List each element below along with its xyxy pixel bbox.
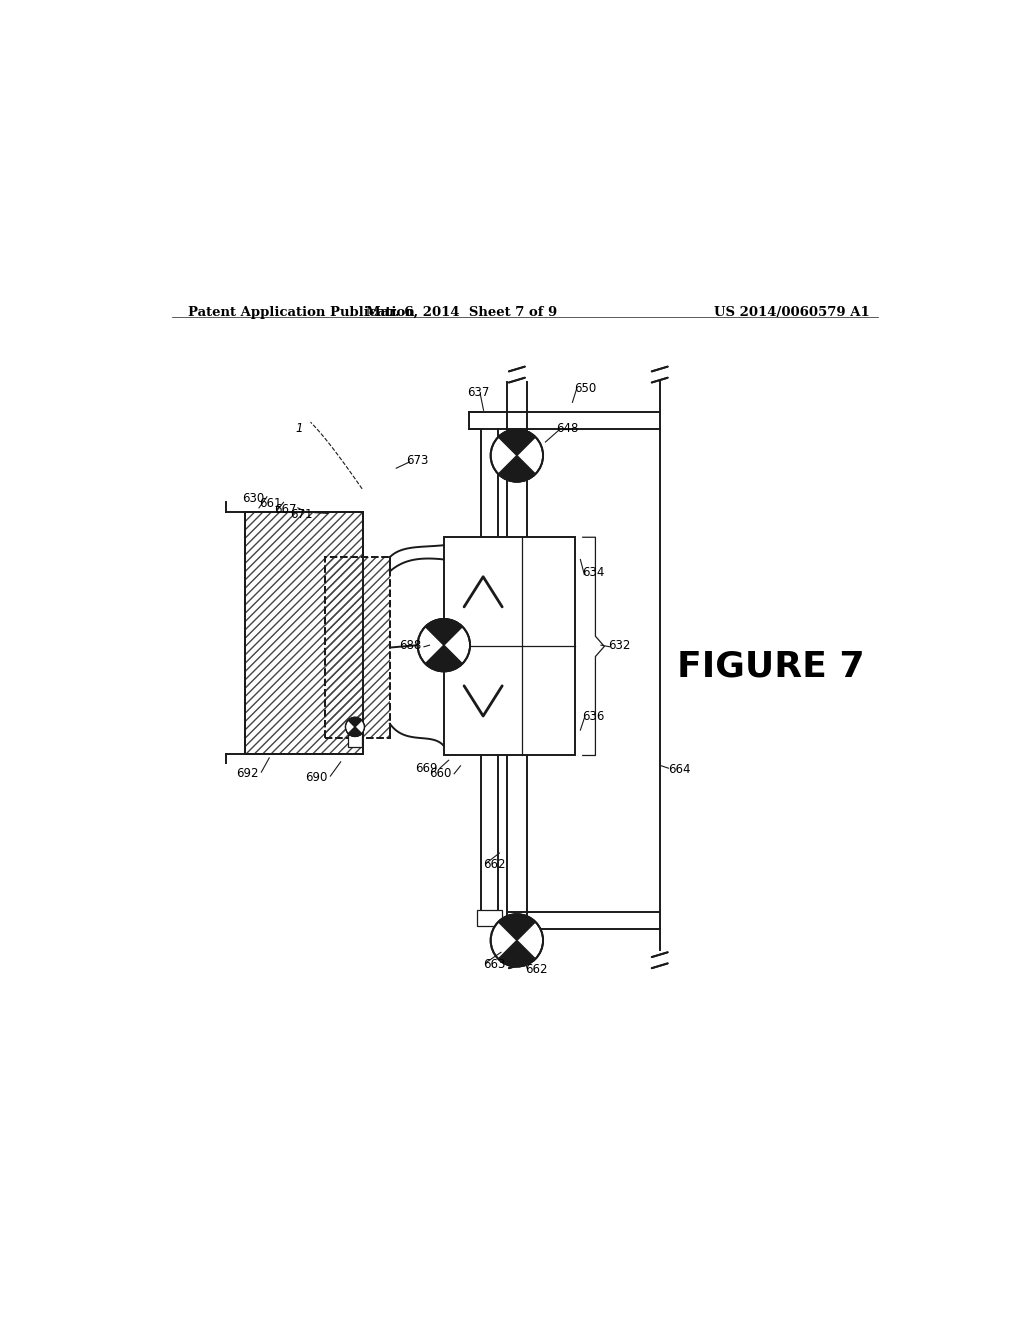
Text: 662: 662: [483, 858, 506, 871]
Text: 650: 650: [574, 381, 596, 395]
Circle shape: [490, 429, 543, 482]
Text: 636: 636: [582, 710, 604, 723]
Bar: [246, 512, 362, 754]
Text: 671: 671: [291, 508, 313, 520]
Text: 692: 692: [237, 767, 259, 780]
Text: 669: 669: [415, 762, 437, 775]
Text: 673: 673: [406, 454, 428, 467]
Text: 632: 632: [608, 639, 631, 652]
Text: 663: 663: [483, 958, 506, 970]
Polygon shape: [425, 645, 463, 672]
Text: 648: 648: [557, 422, 579, 436]
Text: US 2014/0060579 A1: US 2014/0060579 A1: [715, 305, 870, 318]
Bar: [325, 557, 390, 738]
Polygon shape: [425, 619, 463, 645]
Text: 688: 688: [399, 639, 422, 652]
Bar: [348, 731, 362, 747]
Text: 660: 660: [429, 767, 452, 780]
Circle shape: [345, 717, 365, 737]
Bar: [325, 557, 390, 738]
Polygon shape: [348, 717, 361, 727]
Text: 634: 634: [582, 566, 604, 579]
Polygon shape: [499, 940, 536, 966]
Bar: [246, 512, 362, 754]
Bar: [246, 512, 362, 754]
Text: 664: 664: [668, 763, 690, 776]
Bar: [325, 557, 390, 738]
Text: Mar. 6, 2014  Sheet 7 of 9: Mar. 6, 2014 Sheet 7 of 9: [366, 305, 557, 318]
Polygon shape: [499, 915, 536, 940]
Polygon shape: [348, 727, 361, 737]
Text: 661: 661: [259, 498, 282, 511]
Circle shape: [418, 619, 470, 672]
Bar: [477, 911, 503, 927]
Text: 662: 662: [524, 964, 547, 977]
Text: 637: 637: [468, 387, 489, 400]
Text: FIGURE 7: FIGURE 7: [677, 649, 864, 684]
Text: 630: 630: [243, 492, 264, 504]
Text: 1: 1: [296, 422, 303, 436]
Polygon shape: [499, 429, 536, 455]
Polygon shape: [499, 455, 536, 482]
Circle shape: [490, 915, 543, 966]
Bar: [443, 537, 574, 755]
Text: 667: 667: [273, 503, 296, 516]
Text: 690: 690: [305, 771, 328, 784]
Text: Patent Application Publication: Patent Application Publication: [187, 305, 415, 318]
